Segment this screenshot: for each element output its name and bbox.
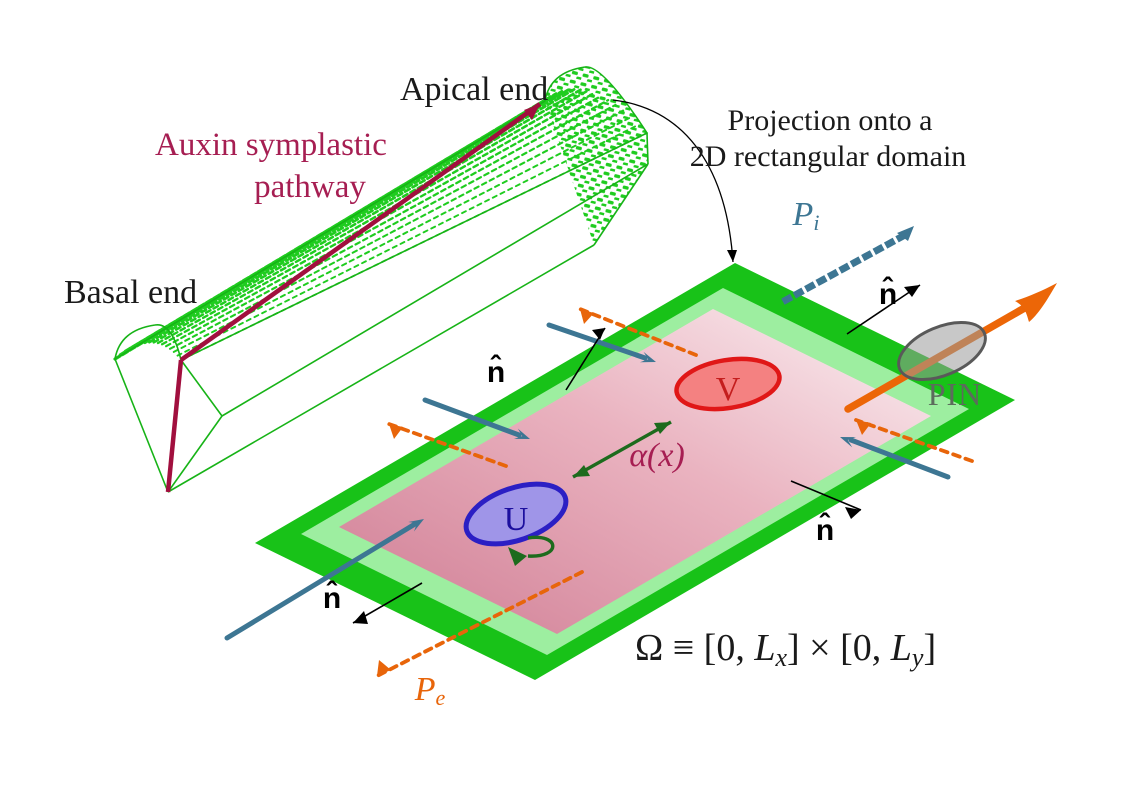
- svg-text:Apical end: Apical end: [400, 71, 548, 108]
- svg-text:pathway: pathway: [254, 169, 366, 205]
- svg-text:2D rectangular domain: 2D rectangular domain: [690, 140, 967, 173]
- svg-text:n̂: n̂: [879, 277, 897, 311]
- svg-text:α(x): α(x): [629, 437, 685, 474]
- svg-text:n̂: n̂: [323, 581, 341, 615]
- svg-text:n̂: n̂: [816, 513, 834, 547]
- svg-text:Pi: Pi: [792, 196, 820, 235]
- svg-text:Projection onto a: Projection onto a: [728, 104, 933, 137]
- svg-text:V: V: [716, 371, 741, 408]
- svg-text:Auxin symplastic: Auxin symplastic: [155, 127, 387, 163]
- svg-text:PIN: PIN: [928, 376, 983, 412]
- svg-text:Pe: Pe: [414, 671, 446, 710]
- svg-text:U: U: [504, 501, 529, 538]
- svg-text:n̂: n̂: [487, 355, 505, 389]
- svg-text:Ω ≡ [0, Lx] × [0, Ly]: Ω ≡ [0, Lx] × [0, Ly]: [635, 627, 936, 672]
- svg-text:Basal end: Basal end: [64, 274, 197, 311]
